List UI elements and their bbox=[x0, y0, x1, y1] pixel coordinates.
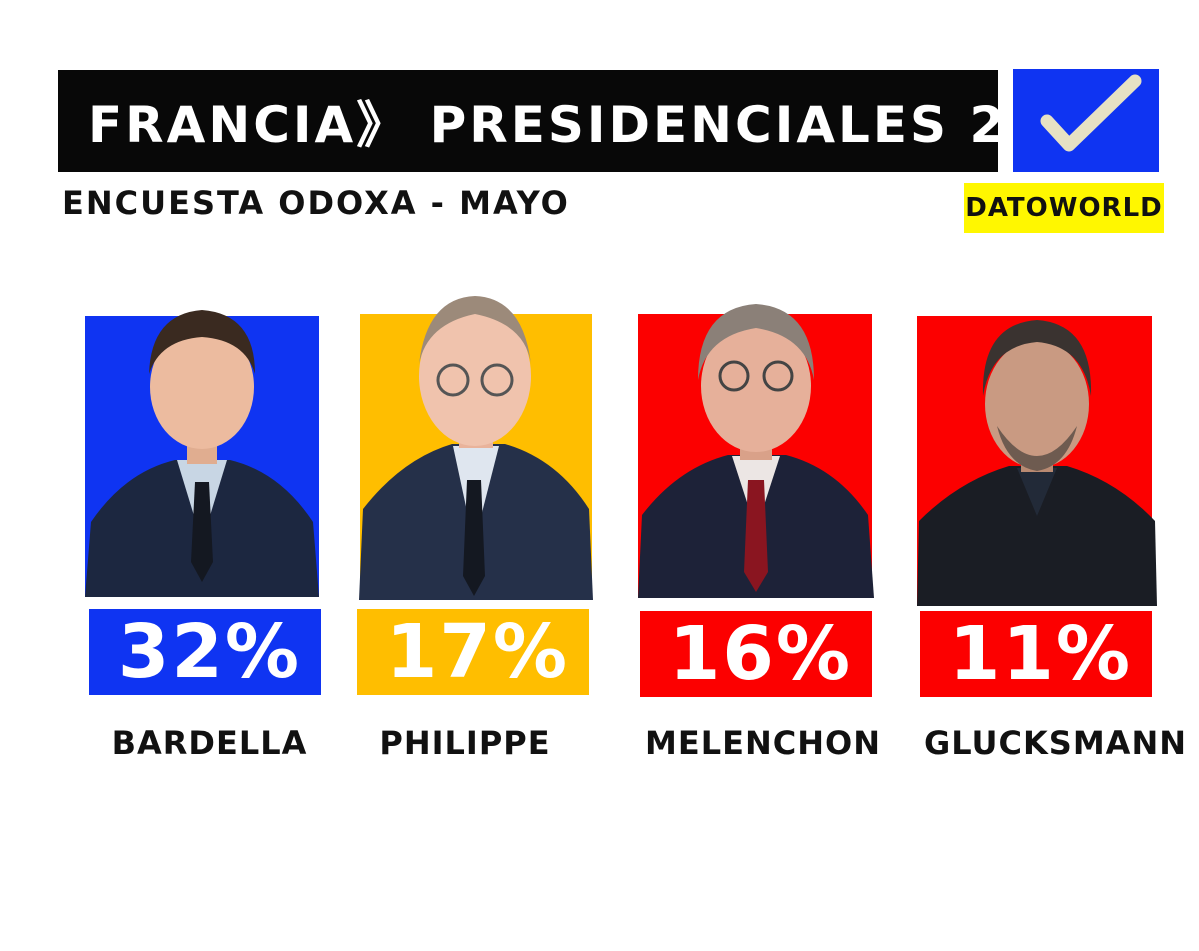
percentage-bar-3: 16% bbox=[640, 611, 872, 697]
candidate-photo-3 bbox=[638, 290, 874, 598]
candidate-photo-2 bbox=[357, 284, 593, 600]
candidate-portrait bbox=[85, 310, 319, 597]
candidate-photo-1 bbox=[85, 292, 319, 597]
percentage-bar-1: 32% bbox=[89, 609, 321, 695]
candidate-portrait bbox=[359, 296, 593, 600]
brand-badge: DATOWORLD bbox=[964, 183, 1164, 233]
candidate-portrait bbox=[917, 316, 1157, 606]
candidate-portrait bbox=[638, 304, 874, 598]
subtitle: ENCUESTA ODOXA - MAYO bbox=[62, 184, 570, 222]
percentage-value-2: 17% bbox=[385, 609, 569, 695]
checkmark-icon bbox=[1040, 74, 1142, 152]
candidate-name-3: MELENCHON bbox=[645, 724, 881, 762]
candidate-name-1: BARDELLA bbox=[111, 724, 308, 762]
percentage-bar-2: 17% bbox=[357, 609, 589, 695]
percentage-value-3: 16% bbox=[668, 611, 852, 697]
candidate-name-2: PHILIPPE bbox=[379, 724, 551, 762]
title-bar: FRANCIA》 PRESIDENCIALES 2027 bbox=[58, 70, 1118, 172]
page-title: FRANCIA》 PRESIDENCIALES 2027 bbox=[88, 96, 1121, 154]
candidate-name-4: GLUCKSMANN bbox=[924, 724, 1187, 762]
percentage-bar-4: 11% bbox=[920, 611, 1152, 697]
percentage-value-1: 32% bbox=[117, 609, 301, 695]
candidate-photo-4 bbox=[917, 316, 1157, 606]
check-badge bbox=[1013, 69, 1159, 172]
percentage-value-4: 11% bbox=[948, 611, 1132, 697]
